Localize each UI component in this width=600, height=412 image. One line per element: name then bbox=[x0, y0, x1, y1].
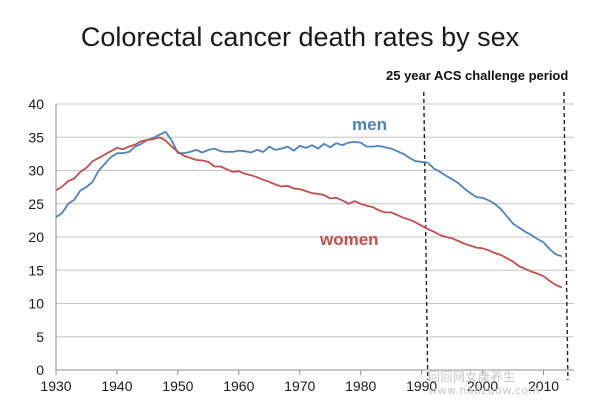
y-tick-label: 30 bbox=[28, 163, 44, 179]
period-end-line bbox=[563, 91, 569, 381]
x-tick-label: 1930 bbox=[40, 378, 71, 394]
watermark-line-1: 回回网女康养生 bbox=[428, 370, 516, 384]
series-label-men: men bbox=[352, 115, 387, 134]
x-tick-label: 1940 bbox=[101, 378, 132, 394]
y-tick-label: 20 bbox=[28, 229, 44, 245]
x-tick-label: 1970 bbox=[284, 378, 315, 394]
grid-layer bbox=[56, 103, 574, 338]
y-tick-label: 0 bbox=[36, 362, 44, 378]
y-tick-label: 25 bbox=[28, 196, 44, 212]
series-line-women bbox=[55, 136, 563, 289]
x-tick-label: 2010 bbox=[528, 378, 559, 394]
period-start-line bbox=[423, 91, 429, 381]
x-tick-label: 2000 bbox=[467, 378, 498, 394]
y-tick-label: 5 bbox=[36, 329, 44, 345]
x-tick-label: 1990 bbox=[406, 378, 437, 394]
series-line-men bbox=[55, 131, 563, 258]
watermark-line-2: www.haozuow.com bbox=[428, 384, 540, 397]
watermark: 回回网女康养生 www.haozuow.com bbox=[428, 370, 540, 398]
y-tick-label: 40 bbox=[28, 96, 44, 112]
y-tick-label: 15 bbox=[28, 262, 44, 278]
y-tick-label: 10 bbox=[28, 296, 44, 312]
axis-layer: 0 5 10 15 20 25 30 35 40 1930 1940 1950 1960 1970 1980… bbox=[28, 96, 574, 394]
label-layer: 25 year ACS challenge period men women bbox=[319, 68, 568, 249]
series-label-women: women bbox=[319, 230, 379, 249]
period-layer bbox=[423, 91, 569, 381]
series-layer bbox=[55, 131, 563, 289]
x-tick-label: 1980 bbox=[345, 378, 376, 394]
y-tick-label: 35 bbox=[28, 129, 44, 145]
x-tick-label: 1960 bbox=[223, 378, 254, 394]
period-label: 25 year ACS challenge period bbox=[386, 68, 568, 83]
x-tick-label: 1950 bbox=[162, 378, 193, 394]
chart-title: Colorectal cancer death rates by sex bbox=[80, 22, 520, 52]
